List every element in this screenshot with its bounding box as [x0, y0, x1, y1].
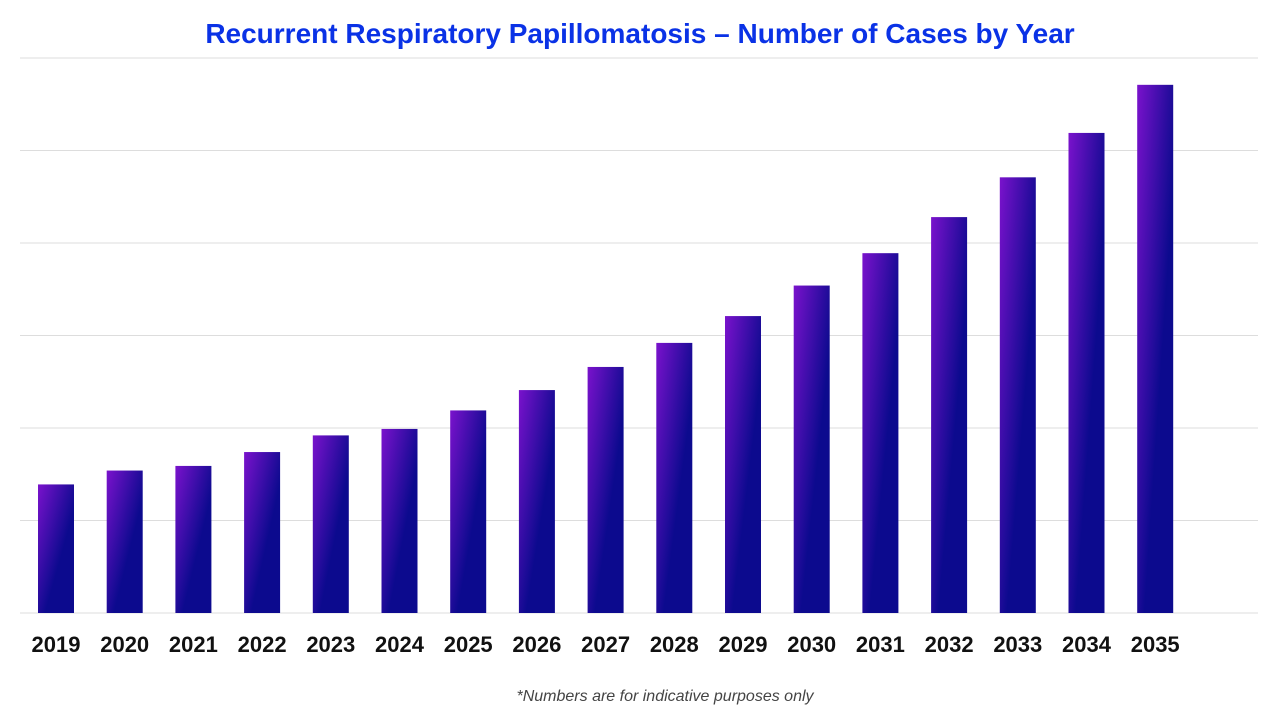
bar-2031 [862, 253, 899, 614]
x-tick-label: 2023 [306, 632, 355, 657]
x-tick-label: 2019 [32, 632, 81, 657]
x-tick-label: 2027 [581, 632, 630, 657]
x-tick-label: 2031 [856, 632, 905, 657]
bar-2029 [725, 316, 761, 613]
bar-2023 [312, 435, 349, 613]
bar-2024 [381, 428, 418, 613]
bar-2033 [999, 177, 1036, 613]
x-tick-label: 2034 [1062, 632, 1112, 657]
x-tick-label: 2029 [719, 632, 768, 657]
x-tick-label: 2025 [444, 632, 493, 657]
x-tick-label: 2024 [375, 632, 425, 657]
x-tick-label: 2028 [650, 632, 699, 657]
x-tick-label: 2021 [169, 632, 218, 657]
x-tick-label: 2022 [238, 632, 287, 657]
bar-2032 [931, 217, 968, 613]
bar-2035 [1137, 84, 1174, 613]
bar-2019 [38, 484, 74, 613]
x-tick-label: 2030 [787, 632, 836, 657]
bar-2021 [175, 465, 212, 613]
chart-title: Recurrent Respiratory Papillomatosis – N… [205, 18, 1075, 49]
bar-2027 [587, 366, 624, 613]
x-tick-label: 2035 [1131, 632, 1180, 657]
bar-2034 [1068, 132, 1105, 614]
footnote: *Numbers are for indicative purposes onl… [516, 688, 814, 705]
bar-2028 [656, 342, 693, 613]
bar-2020 [106, 470, 143, 613]
bar-2026 [518, 390, 555, 613]
bar-2022 [244, 452, 281, 613]
x-tick-label: 2033 [993, 632, 1042, 657]
bar-2025 [450, 410, 487, 613]
x-tick-label: 2032 [925, 632, 974, 657]
bar-2030 [793, 285, 830, 613]
x-tick-label: 2020 [100, 632, 149, 657]
x-tick-label: 2026 [512, 632, 561, 657]
